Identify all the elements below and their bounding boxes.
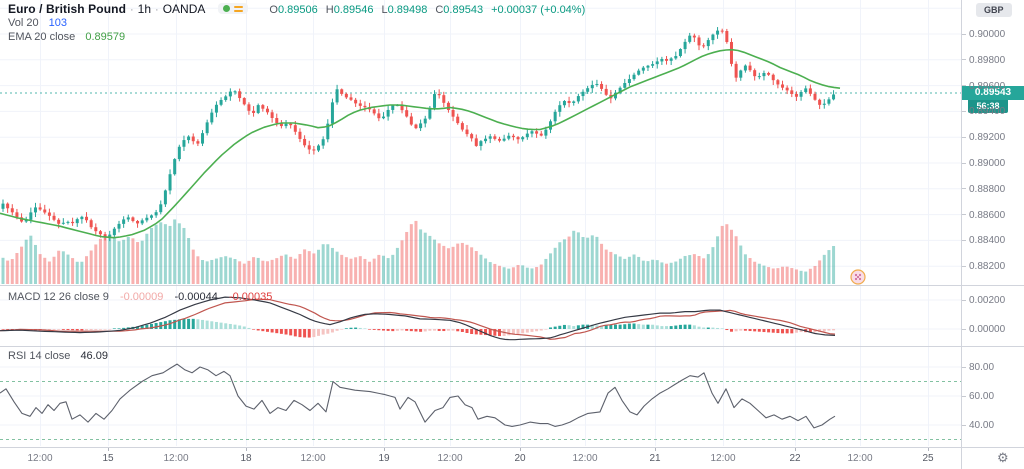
time-tick-mark <box>655 448 656 451</box>
time-axis-label: 22 <box>789 453 801 464</box>
separator-dot: · <box>155 4 159 16</box>
rsi-axis-label: 80.00 <box>969 362 995 373</box>
axis-tick-mark <box>962 136 966 138</box>
price-axis-label: 0.88800 <box>969 183 1006 195</box>
time-tick-mark <box>246 448 247 451</box>
axis-tick-mark <box>962 395 966 397</box>
time-axis-label: 12:00 <box>300 453 326 464</box>
macd-legend[interactable]: MACD 12 26 close 9 -0.00009 -0.00044 -0.… <box>8 291 272 303</box>
price-axis-label: 0.89600 <box>969 80 1006 92</box>
symbol-title[interactable]: Euro / British Pound <box>8 2 126 16</box>
chart-canvas[interactable]: Euro / British Pound · 1h · OANDA O0.89506 H0… <box>0 0 961 447</box>
volume-value: 103 <box>48 17 68 29</box>
ema-label: EMA 20 close <box>8 31 76 43</box>
ema-value: 0.89579 <box>85 31 126 43</box>
axis-tick-mark <box>962 162 966 164</box>
time-axis[interactable]: 12:00 15 12:00 18 12:00 19 12:00 20 12:00 21 12:00… <box>0 447 1024 469</box>
rsi-legend[interactable]: RSI 14 close 46.09 <box>8 350 108 362</box>
exchange-label[interactable]: OANDA <box>162 2 205 16</box>
close-value: 0.89543 <box>443 4 484 16</box>
high-label: H <box>325 4 334 16</box>
open-value: 0.89506 <box>277 4 318 16</box>
interval-label[interactable]: 1h <box>137 2 152 16</box>
time-tick-mark <box>795 448 796 451</box>
close-label: C <box>435 4 444 16</box>
currency-toggle-button[interactable]: GBP <box>976 3 1012 17</box>
time-axis-label: 12:00 <box>163 453 189 464</box>
price-axis-label: 0.89000 <box>969 158 1006 169</box>
change-value: +0.00037 (+0.04%) <box>491 4 586 16</box>
time-axis-label: 12:00 <box>572 453 598 464</box>
macd-signal-value: -0.00035 <box>228 291 273 303</box>
axis-corner-separator <box>961 447 962 469</box>
open-label: O <box>269 4 278 16</box>
axis-tick-mark <box>962 265 966 267</box>
macd-line-value: -0.00044 <box>174 291 218 303</box>
high-value: 0.89546 <box>333 4 374 16</box>
axis-tick-mark <box>962 299 966 301</box>
status-pill[interactable] <box>218 3 249 14</box>
ema-legend[interactable]: EMA 20 close 0.89579 <box>8 31 125 43</box>
volume-label: Vol 20 <box>8 17 39 29</box>
macd-hist-value: -0.00009 <box>119 291 164 303</box>
time-axis-label: 25 <box>922 453 934 464</box>
volume-legend[interactable]: Vol 20 103 <box>8 17 67 29</box>
price-axis-label: 0.88400 <box>969 235 1006 247</box>
axis-tick-mark <box>962 328 966 330</box>
time-tick-mark <box>384 448 385 451</box>
time-axis-label: 21 <box>649 453 661 464</box>
separator-dot: · <box>130 4 134 16</box>
time-tick-mark <box>520 448 521 451</box>
macd-axis-label: 0.00200 <box>969 295 1006 306</box>
pane-separator <box>962 285 1024 286</box>
gear-icon[interactable]: ⚙ <box>997 450 1009 465</box>
macd-label: MACD 12 26 close 9 <box>8 291 109 303</box>
price-axis-label: 0.89800 <box>969 54 1006 66</box>
macd-axis-label: 0.00000 <box>969 324 1006 335</box>
axis-tick-mark <box>962 239 966 241</box>
price-axis-label: 0.88600 <box>969 209 1006 221</box>
time-axis-label: 18 <box>240 453 252 464</box>
pane-separator <box>962 346 1024 347</box>
low-label: L <box>381 4 388 16</box>
time-axis-label: 12:00 <box>27 453 53 464</box>
price-axis-label: 0.90000 <box>969 29 1006 40</box>
rsi-axis-label: 40.00 <box>969 420 995 431</box>
rsi-label: RSI 14 close <box>8 350 71 362</box>
chart-panes-svg[interactable] <box>0 0 961 447</box>
symbol-legend: Euro / British Pound · 1h · OANDA O0.89506 H0… <box>8 2 585 16</box>
price-axis-label: 0.88200 <box>969 261 1006 273</box>
last-price-badge: 0.89543 <box>962 85 1024 100</box>
rsi-axis-label: 60.00 <box>969 391 995 402</box>
event-marker-icon <box>850 269 866 285</box>
axis-tick-mark <box>962 188 966 190</box>
axis-tick-mark <box>962 85 966 87</box>
time-axis-label: 15 <box>102 453 114 464</box>
time-axis-label: 19 <box>378 453 390 464</box>
axis-tick-mark <box>962 366 966 368</box>
price-axis-label: 0.89200 <box>969 132 1006 144</box>
low-value: 0.89498 <box>387 4 428 16</box>
axis-tick-mark <box>962 214 966 216</box>
axis-tick-mark <box>962 110 966 112</box>
quick-menu-icon[interactable] <box>234 5 244 12</box>
axis-tick-mark <box>962 424 966 426</box>
time-axis-label: 20 <box>514 453 526 464</box>
time-axis-label: 12:00 <box>710 453 736 464</box>
time-tick-mark <box>928 448 929 451</box>
axis-tick-mark <box>962 33 966 35</box>
price-axis[interactable]: GBP 0.89543 56:38 0.90000 0.89800 0.89600 0… <box>961 0 1024 447</box>
axis-tick-mark <box>962 59 966 61</box>
time-tick-mark <box>108 448 109 451</box>
bar-countdown-badge: 56:38 <box>968 99 1008 113</box>
rsi-value: 46.09 <box>80 350 108 362</box>
market-open-status-icon <box>223 5 231 12</box>
ohlc-readout: O0.89506 H0.89546 L0.89498 C0.89543 +0.00037… <box>261 4 585 16</box>
price-axis-label: 0.89400 <box>969 106 1006 118</box>
time-axis-label: 12:00 <box>847 453 873 464</box>
time-axis-label: 12:00 <box>437 453 463 464</box>
